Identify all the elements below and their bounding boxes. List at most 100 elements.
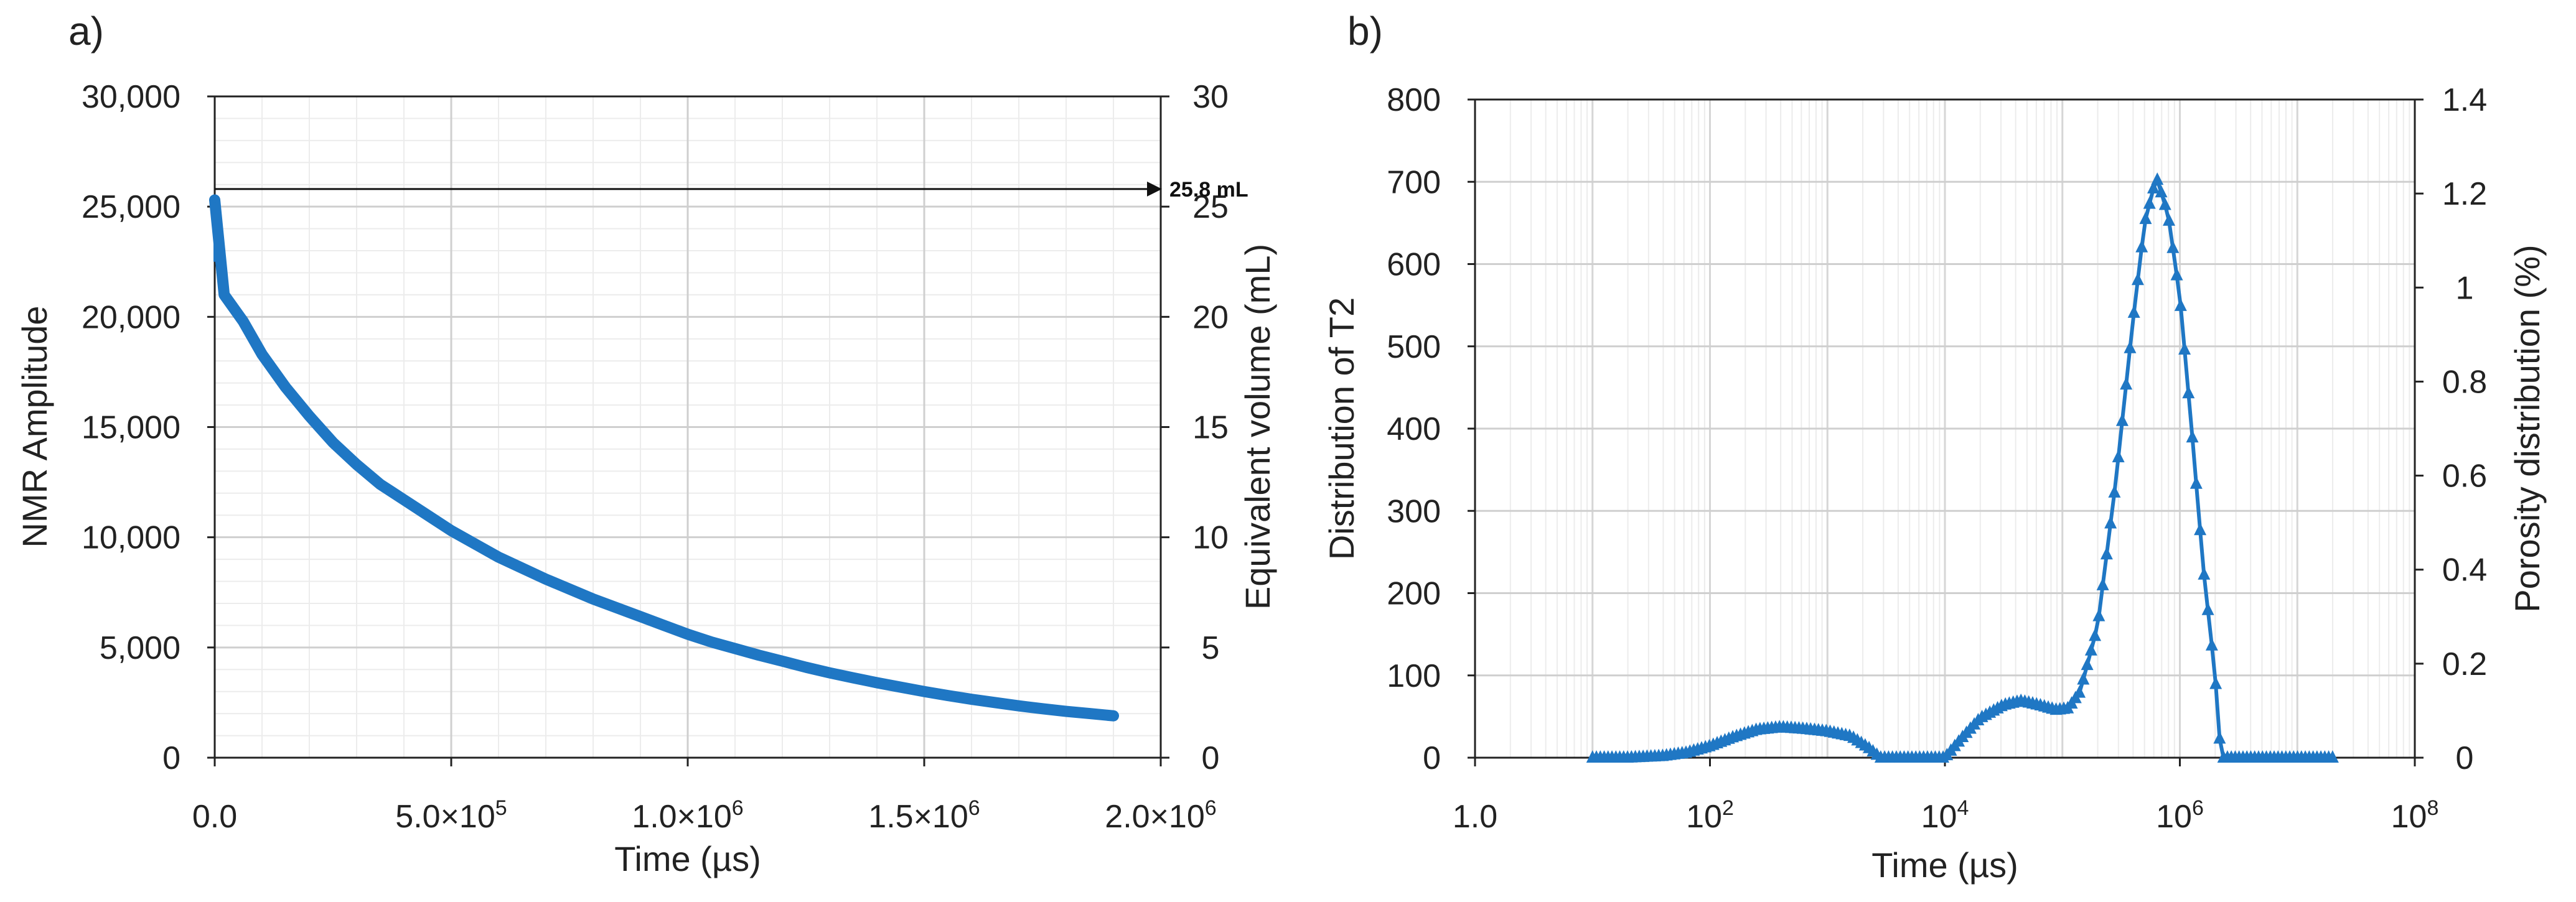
data-point (851, 675, 856, 681)
y2-tick-label: 15 (1192, 410, 1229, 446)
data-point-triangle (2155, 185, 2168, 198)
data-point (449, 528, 454, 534)
data-point-triangle (2190, 476, 2203, 489)
data-point-triangle (2158, 197, 2171, 210)
x-tick-label-exponent: 6 (2192, 796, 2204, 820)
data-point (1087, 711, 1092, 717)
x-tick-label: 5.0×105 (395, 796, 507, 835)
data-point-triangle (2131, 272, 2144, 286)
annotation-a: 25.8 mL (215, 178, 1248, 202)
x-tick-label: 104 (1921, 796, 1969, 835)
data-point (780, 658, 785, 664)
x-tick-label-exponent: 6 (732, 796, 744, 820)
data-point-triangle (2081, 658, 2094, 671)
data-point-triangle (2108, 485, 2121, 498)
y-tick-label: 20,000 (82, 299, 180, 335)
x-tick-label-exponent: 4 (1957, 796, 1969, 820)
data-point (993, 700, 998, 705)
data-point-triangle (2112, 450, 2125, 463)
data-point (567, 586, 572, 592)
data-point (1040, 706, 1045, 712)
x-tick-label-exponent: 8 (2427, 796, 2438, 820)
y-axis-title-b: Distribution of T2 (1322, 297, 1361, 560)
x-tick-label-base: 10 (1921, 799, 1957, 835)
data-point-triangle (2178, 342, 2191, 355)
data-point-triangle (2084, 643, 2097, 656)
data-point (1064, 709, 1069, 714)
x-tick-label-base: 1.5×10 (868, 799, 968, 835)
y2-tick-label: 0.4 (2442, 552, 2487, 588)
annotation-arrowhead (1147, 181, 1162, 197)
data-point (709, 639, 714, 644)
y2-tick-label: 1.4 (2442, 82, 2487, 118)
y-tick-label: 5,000 (100, 630, 180, 666)
data-point-triangle (2127, 305, 2140, 318)
data-point-triangle (2115, 413, 2129, 426)
data-point-triangle (2124, 340, 2137, 353)
data-point-triangle (2205, 638, 2218, 651)
data-point-triangle (2151, 172, 2164, 185)
data-point-triangle (2174, 298, 2187, 311)
chart-panel-a: a) 05,00010,00015,00020,00025,00030,0000… (15, 9, 1277, 878)
data-point (212, 197, 217, 203)
y2-tick-label: 25 (1192, 189, 1229, 225)
data-point-triangle (2170, 267, 2183, 281)
data-point-triangle (2147, 181, 2160, 194)
data-point (969, 697, 974, 702)
y-axis-title-a: NMR Amplitude (15, 305, 54, 547)
y2-tick-label: 0.8 (2442, 364, 2487, 400)
data-point (307, 413, 312, 419)
x-tick-label: 1.0×106 (632, 796, 743, 835)
y-tick-label: 0 (162, 740, 180, 776)
x-tick-label-exponent: 5 (495, 796, 507, 820)
data-point-triangle (2201, 602, 2214, 615)
x-tick-label: 102 (1686, 796, 1734, 835)
data-point (520, 565, 525, 571)
y-tick-label: 600 (1387, 247, 1441, 283)
y-tick-label: 30,000 (82, 79, 180, 115)
data-point (945, 693, 950, 699)
y2-tick-label: 0.2 (2442, 646, 2487, 682)
data-point-triangle (2182, 386, 2195, 399)
x-tick-label-exponent: 6 (1205, 796, 1217, 820)
y2-axis-title-b: Porosity distribution (%) (2508, 244, 2547, 612)
x-tick-label: 1.5×106 (868, 796, 980, 835)
x-tick-label-base: 10 (1686, 799, 1722, 835)
y2-tick-label: 0 (2456, 740, 2474, 776)
x-tick-label: 106 (2156, 796, 2204, 835)
x-tick-label: 108 (2391, 796, 2439, 835)
y-tick-label: 100 (1387, 658, 1441, 694)
y-tick-label: 500 (1387, 329, 1441, 365)
x-axis-title-b: Time (µs) (1871, 845, 2018, 885)
data-point-triangle (2100, 547, 2113, 560)
data-point-triangle (2104, 516, 2117, 529)
data-point (378, 481, 383, 487)
tick-labels-b: 0 100 200 300 400 500 600 700 800 0 0.2 0.4 0.6 0.8 1 1… (1387, 82, 2487, 835)
x-tick-label: 1.0 (1453, 799, 1497, 835)
data-point-triangle (2163, 213, 2176, 226)
x-tick-label-base: 2.0×10 (1105, 799, 1205, 835)
data-point (401, 497, 406, 503)
data-point-triangle (2073, 685, 2086, 698)
y2-tick-label: 20 (1192, 299, 1229, 335)
y-tick-label: 10,000 (82, 520, 180, 556)
panel-label-a: a) (68, 9, 104, 53)
data-point-triangle (2139, 212, 2152, 225)
data-point-triangle (2209, 676, 2222, 689)
x-tick-label-base: 1.0 (1453, 799, 1497, 835)
data-point (662, 623, 667, 628)
y2-tick-label: 5 (1202, 630, 1220, 666)
data-point (1016, 703, 1021, 709)
data-point-triangle (2120, 377, 2133, 390)
tick-labels-a: 0 5,000 10,000 15,000 20,000 25,000 30,000 0 5 10… (82, 79, 1229, 835)
y-tick-label: 200 (1387, 576, 1441, 612)
data-point-triangle (2096, 577, 2109, 590)
data-point-triangle (2326, 750, 2339, 763)
data-point (638, 614, 643, 620)
data-point (874, 680, 879, 686)
y2-axis-title-a: Equivalent volume (mL) (1238, 244, 1277, 610)
series-line-nmr-amplitude (209, 194, 1119, 722)
data-point (1111, 713, 1116, 718)
data-point (898, 684, 903, 690)
